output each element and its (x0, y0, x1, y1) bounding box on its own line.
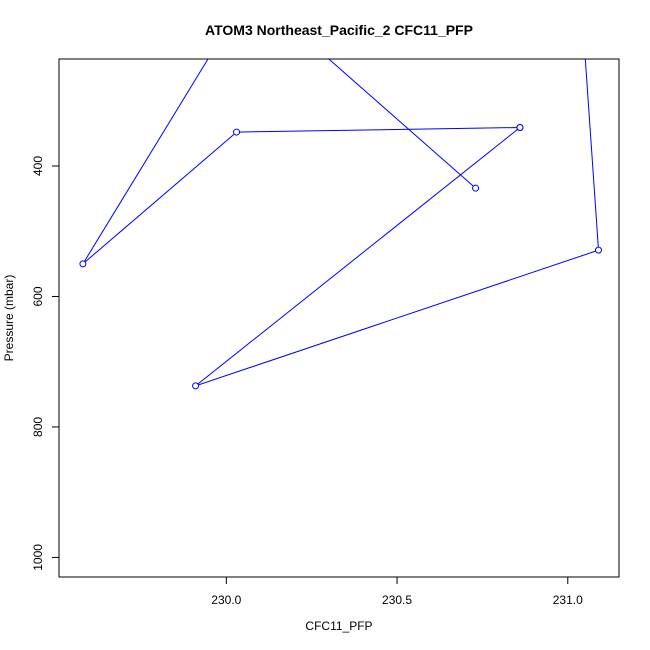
series-line-segment (584, 59, 600, 251)
series-line-segment (328, 59, 476, 189)
data-point (472, 184, 480, 192)
series-line-segment (82, 131, 237, 265)
x-tick-label: 230.5 (382, 593, 412, 607)
data-point (516, 124, 524, 132)
x-axis: 230.0 230.5 231.0 (211, 576, 583, 607)
data-point (192, 382, 200, 390)
x-tick-label: 230.0 (211, 593, 241, 607)
y-tick-label: 800 (31, 417, 45, 437)
plot-frame (58, 58, 620, 578)
data-point (595, 246, 603, 254)
y-axis: 400 600 800 1000 (31, 156, 60, 571)
series-layer (82, 59, 600, 387)
y-tick-label: 1000 (31, 544, 45, 571)
chart-title: ATOM3 Northeast_Pacific_2 CFC11_PFP (205, 22, 473, 38)
series-line-segment (195, 249, 599, 387)
data-point (233, 128, 241, 136)
data-point (79, 260, 87, 268)
y-tick-label: 600 (31, 286, 45, 306)
series-line-segment (195, 127, 521, 387)
series-line-segment (82, 59, 209, 265)
x-tick-label: 231.0 (553, 593, 583, 607)
series-line-segment (236, 127, 520, 133)
y-tick-label: 400 (31, 156, 45, 176)
x-axis-label: CFC11_PFP (305, 619, 372, 633)
marker-layer (79, 124, 603, 390)
y-axis-label: Pressure (mbar) (2, 275, 16, 362)
